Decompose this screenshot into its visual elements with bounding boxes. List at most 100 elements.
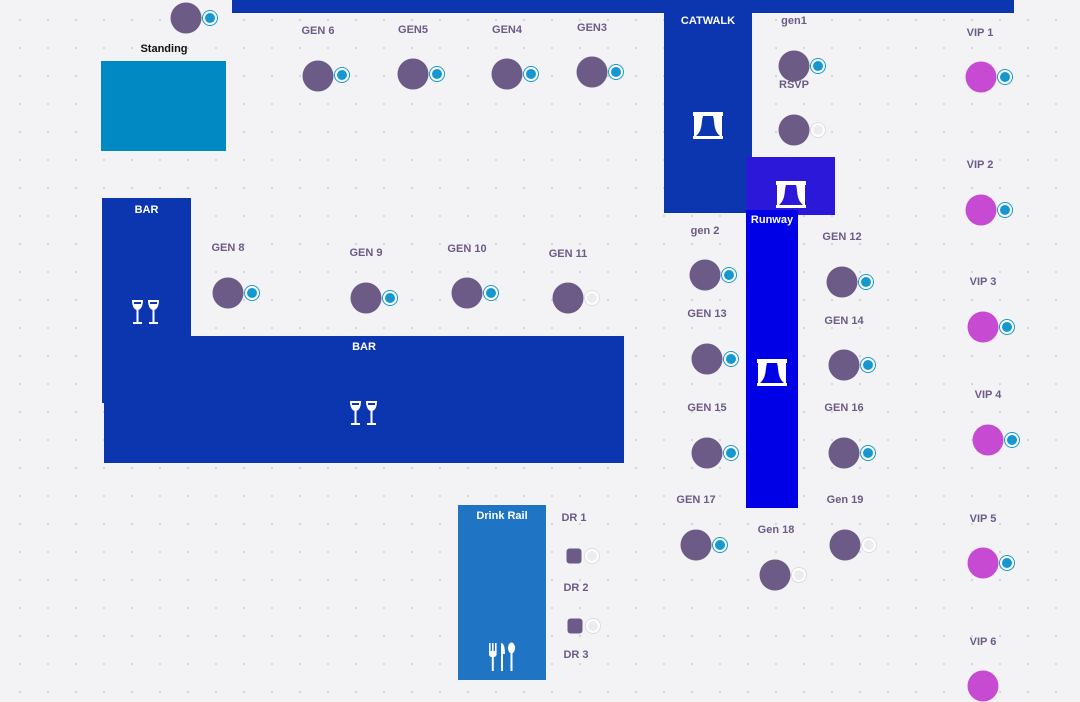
- floor-plan-canvas: CATWALK Runway BAR: [101, 0, 1019, 702]
- top-banner-zone[interactable]: [232, 0, 1014, 13]
- table-seat-vip4[interactable]: [972, 424, 1004, 456]
- table-seat-gen16[interactable]: [828, 437, 860, 469]
- table-label-gen5: GEN5: [398, 24, 428, 36]
- table-seat-vip1[interactable]: [965, 61, 997, 93]
- table-seat-gen11[interactable]: [552, 282, 584, 314]
- runway-zone[interactable]: Runway: [746, 210, 798, 508]
- status-dot-gen6[interactable]: [335, 68, 349, 82]
- status-dot-gen17[interactable]: [713, 538, 727, 552]
- table-label-vip4: VIP 4: [974, 389, 1002, 401]
- status-dot-gen19[interactable]: [862, 538, 876, 552]
- wine-glasses-icon: [350, 401, 377, 425]
- table-label-gen2: gen 2: [690, 225, 720, 237]
- status-dot-gen11[interactable]: [585, 291, 599, 305]
- status-dot-gen4[interactable]: [524, 67, 538, 81]
- status-dot-gen8[interactable]: [245, 286, 259, 300]
- table-seat-gen9[interactable]: [350, 282, 382, 314]
- table-seat-vip5[interactable]: [967, 547, 999, 579]
- status-dot-top[interactable]: [203, 11, 217, 25]
- table-seat-gen12[interactable]: [826, 266, 858, 298]
- table-label-dr2: DR 2: [563, 582, 589, 594]
- status-dot-gen13[interactable]: [724, 352, 738, 366]
- table-seat-gen14[interactable]: [828, 349, 860, 381]
- table-label-gen6: GEN 6: [301, 25, 335, 37]
- table-seat-gen10[interactable]: [451, 277, 483, 309]
- standing-label: Standing: [140, 43, 188, 55]
- status-dot-gen16[interactable]: [861, 446, 875, 460]
- status-dot-vip4[interactable]: [1005, 433, 1019, 447]
- table-label-gen1: gen1: [781, 15, 807, 27]
- status-dot-vip1[interactable]: [998, 70, 1012, 84]
- status-dot-dr1[interactable]: [585, 549, 599, 563]
- bar-lower-zone[interactable]: BAR: [104, 336, 624, 463]
- drink-rail-zone[interactable]: Drink Rail: [458, 505, 546, 680]
- catwalk-zone[interactable]: CATWALK: [664, 0, 752, 213]
- table-seat-gen17[interactable]: [680, 529, 712, 561]
- table-seat-gen4[interactable]: [491, 58, 523, 90]
- table-seat-gen1[interactable]: [778, 50, 810, 82]
- status-dot-gen5[interactable]: [430, 67, 444, 81]
- status-dot-gen18[interactable]: [792, 568, 806, 582]
- catwalk-label: CATWALK: [680, 15, 736, 27]
- status-dot-gen10[interactable]: [484, 286, 498, 300]
- table-label-vip3: VIP 3: [969, 276, 997, 288]
- table-seat-dr2[interactable]: [567, 618, 583, 634]
- table-seat-gen19[interactable]: [829, 529, 861, 561]
- curtain-icon: [693, 112, 723, 139]
- table-label-gen11: GEN 11: [548, 248, 588, 260]
- table-seat-gen15[interactable]: [691, 437, 723, 469]
- status-dot-gen12[interactable]: [859, 275, 873, 289]
- standing-zone[interactable]: [101, 61, 226, 151]
- table-label-gen9: GEN 9: [349, 247, 383, 259]
- runway-head-zone[interactable]: [746, 157, 835, 215]
- table-seat-dr1[interactable]: [566, 548, 582, 564]
- table-seat-gen6[interactable]: [302, 60, 334, 92]
- status-dot-gen2[interactable]: [722, 268, 736, 282]
- curtain-icon: [757, 359, 787, 386]
- table-label-gen18: Gen 18: [757, 524, 795, 536]
- status-dot-rsvp[interactable]: [811, 123, 825, 137]
- table-seat-vip2[interactable]: [965, 194, 997, 226]
- status-dot-vip2[interactable]: [998, 203, 1012, 217]
- table-label-rsvp: RSVP: [779, 79, 809, 91]
- table-label-vip1: VIP 1: [966, 27, 994, 39]
- table-label-gen17: GEN 17: [676, 494, 716, 506]
- table-seat-gen3[interactable]: [576, 56, 608, 88]
- table-label-gen16: GEN 16: [824, 402, 864, 414]
- status-dot-gen1[interactable]: [811, 59, 825, 73]
- table-label-gen10: GEN 10: [447, 243, 487, 255]
- table-label-dr1: DR 1: [561, 512, 587, 524]
- table-seat-gen2[interactable]: [689, 259, 721, 291]
- table-seat-gen18[interactable]: [759, 559, 791, 591]
- table-seat-gen13[interactable]: [691, 343, 723, 375]
- status-dot-gen15[interactable]: [724, 446, 738, 460]
- table-label-gen8: GEN 8: [211, 242, 245, 254]
- table-seat-vip3[interactable]: [967, 311, 999, 343]
- status-dot-dr2[interactable]: [586, 619, 600, 633]
- drink-rail-label: Drink Rail: [476, 510, 528, 522]
- table-label-gen4: GEN4: [492, 24, 522, 36]
- table-label-vip2: VIP 2: [966, 159, 994, 171]
- table-label-vip5: VIP 5: [969, 513, 997, 525]
- table-seat-top[interactable]: [170, 2, 202, 34]
- table-label-dr3: DR 3: [563, 649, 589, 661]
- table-label-gen12: GEN 12: [822, 231, 862, 243]
- table-seat-rsvp[interactable]: [778, 114, 810, 146]
- status-dot-vip5[interactable]: [1000, 556, 1014, 570]
- bar-upper-label: BAR: [134, 204, 159, 216]
- status-dot-gen3[interactable]: [609, 65, 623, 79]
- cutlery-icon: [489, 642, 515, 671]
- table-label-gen19: Gen 19: [826, 494, 864, 506]
- status-dot-vip3[interactable]: [1000, 320, 1014, 334]
- table-label-vip6: VIP 6: [969, 636, 997, 648]
- table-label-gen15: GEN 15: [687, 402, 727, 414]
- table-label-gen13: GEN 13: [687, 308, 727, 320]
- status-dot-gen9[interactable]: [383, 291, 397, 305]
- runway-label: Runway: [750, 214, 794, 226]
- table-label-gen14: GEN 14: [824, 315, 864, 327]
- status-dot-gen14[interactable]: [861, 358, 875, 372]
- table-seat-gen8[interactable]: [212, 277, 244, 309]
- table-seat-gen5[interactable]: [397, 58, 429, 90]
- table-seat-vip6[interactable]: [967, 670, 999, 702]
- table-label-gen3: GEN3: [577, 22, 607, 34]
